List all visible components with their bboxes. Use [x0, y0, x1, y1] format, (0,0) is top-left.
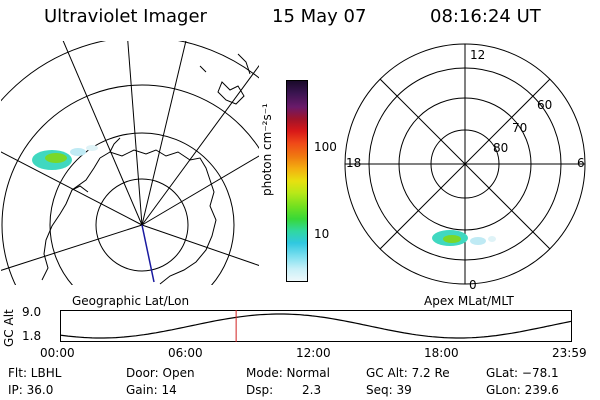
polar-mlat-mlt-plot: [344, 43, 586, 285]
altitude-plot: [60, 310, 572, 342]
colorbar-tick-100: 100: [314, 140, 337, 154]
status-door: Door: Open: [126, 366, 195, 380]
altitude-curve: [60, 313, 572, 339]
status-dsp-label: Dsp:: [246, 383, 274, 397]
altitude-ytick-high: 9.0: [22, 305, 42, 319]
aurora-emission-geo: [32, 145, 98, 170]
geo-map-label: Geographic Lat/Lon: [72, 294, 190, 308]
status-gc-alt: GC Alt: 7.2 Re: [366, 366, 450, 380]
status-ip: IP: 36.0: [8, 383, 54, 397]
mlt-label-18: 18: [346, 156, 362, 170]
altitude-ytick-low: 1.8: [22, 329, 42, 343]
date-label: 15 May 07: [272, 6, 367, 27]
colorbar: [286, 80, 308, 282]
xtick-0000: 00:00: [40, 346, 75, 360]
status-gain: Gain: 14: [126, 383, 177, 397]
mlt-label-0: 0: [469, 278, 477, 292]
status-flt: Flt: LBHL: [8, 366, 62, 380]
geographic-map: [0, 40, 260, 286]
colorbar-tick-10: 10: [314, 227, 330, 241]
aurora-emission-polar: [432, 230, 496, 246]
app-title: Ultraviolet Imager: [44, 6, 207, 27]
time-label: 08:16:24 UT: [430, 6, 541, 27]
status-glat: GLat: −78.1: [486, 366, 559, 380]
status-dsp-value: 2.3: [302, 383, 322, 397]
colorbar-label: photon cm⁻²s⁻¹: [260, 103, 274, 196]
xtick-1800: 18:00: [424, 346, 459, 360]
xtick-2359: 23:59: [552, 346, 587, 360]
mlat-label-80: 80: [493, 141, 509, 155]
mlt-label-6: 6: [577, 156, 585, 170]
status-seq: Seq: 39: [366, 383, 412, 397]
altitude-ylabel: GC Alt: [2, 309, 16, 347]
satellite-track: [141, 224, 155, 283]
mlat-label-60: 60: [537, 98, 553, 112]
mlt-label-12: 12: [470, 48, 486, 62]
xtick-1200: 12:00: [296, 346, 331, 360]
polar-map-label: Apex MLat/MLT: [424, 294, 514, 308]
status-glon: GLon: 239.6: [486, 383, 559, 397]
xtick-0600: 06:00: [168, 346, 203, 360]
status-mode: Mode: Normal: [246, 366, 330, 380]
mlat-label-70: 70: [512, 121, 528, 135]
